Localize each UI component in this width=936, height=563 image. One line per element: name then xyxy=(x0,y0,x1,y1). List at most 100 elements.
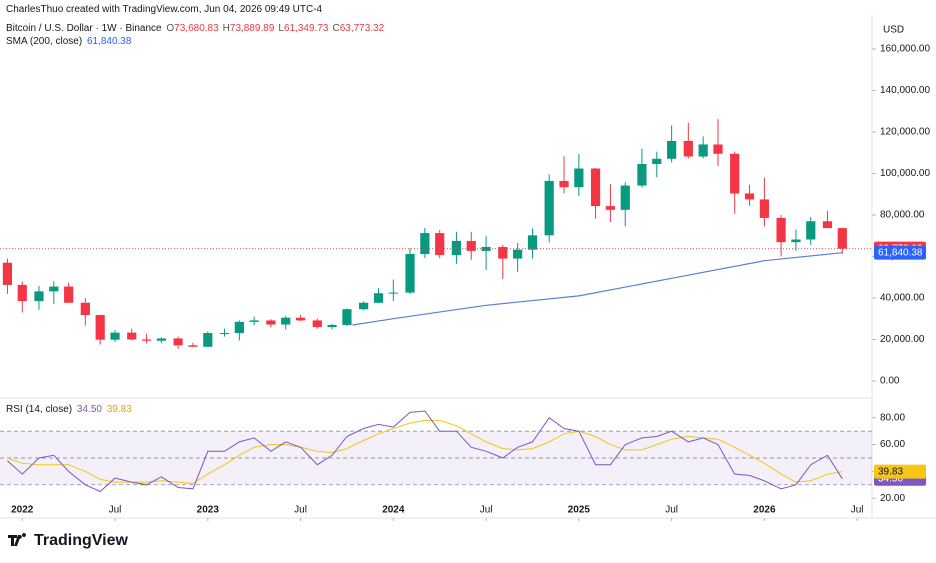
candle-body xyxy=(590,168,601,207)
candle-body xyxy=(698,144,708,157)
y-tick-label: 160,000.00 xyxy=(880,44,930,55)
x-tick-label: 2023 xyxy=(197,505,220,516)
candle-body xyxy=(388,292,398,294)
candle-body xyxy=(559,180,569,188)
candle-body xyxy=(620,185,630,210)
x-tick-label: Jul xyxy=(851,505,864,516)
ohlc-value: 61,349.73 xyxy=(283,23,329,34)
candle-body xyxy=(791,239,801,243)
x-tick-label: 2022 xyxy=(11,505,34,516)
candle-body xyxy=(435,233,445,256)
price-tag-label: 39.83 xyxy=(878,466,903,477)
candle-body xyxy=(822,221,833,229)
sma-line xyxy=(352,252,843,326)
candle-body xyxy=(110,332,120,340)
x-tick-label: 2025 xyxy=(568,505,591,516)
candle-body xyxy=(49,286,59,292)
candle-body xyxy=(34,291,44,302)
rsi-value: 34.50 xyxy=(76,404,102,415)
rsi-ma-value: 39.83 xyxy=(106,404,132,415)
ohlc-key: O xyxy=(166,23,175,34)
candle-body xyxy=(173,338,183,346)
y-tick-label: 0.00 xyxy=(880,376,900,387)
candle-body xyxy=(188,345,198,347)
candle-body xyxy=(312,320,322,328)
sma-value: 61,840.38 xyxy=(86,36,132,47)
candle-body xyxy=(730,153,740,194)
candle-body xyxy=(127,332,137,340)
candle-body xyxy=(373,293,384,303)
y-tick-label: 80.00 xyxy=(880,412,905,423)
price-tag xyxy=(874,245,926,260)
x-tick-label: Jul xyxy=(294,505,307,516)
candle-body xyxy=(2,262,13,285)
ohlc-key: C xyxy=(332,23,340,34)
candle-body xyxy=(80,302,90,316)
candle-body xyxy=(17,284,27,302)
price-tag-label: 34.50 xyxy=(878,473,903,484)
ohlc: O73,680.83 H73,889.89 L61,349.73 C63,773.32 xyxy=(166,23,388,34)
x-tick-label: Jul xyxy=(480,505,493,516)
x-tick-label: Jul xyxy=(665,505,678,516)
ohlc-key: L xyxy=(278,23,284,34)
candle-body xyxy=(281,317,291,325)
candle-body xyxy=(359,302,369,310)
price-tag xyxy=(874,464,926,479)
price-tag-label: 61,840.38 xyxy=(878,247,923,258)
candle-body xyxy=(342,309,352,325)
candle-body xyxy=(156,338,167,341)
attribution: CharlesThuo created with TradingView.com… xyxy=(6,4,323,15)
ohlc-value: 73,680.83 xyxy=(174,23,219,34)
symbol-line: Bitcoin / U.S. Dollar · 1W · Binance O73… xyxy=(6,23,390,34)
y-tick-label: 120,000.00 xyxy=(880,127,930,138)
sma-legend: SMA (200, close) 61,840.38 xyxy=(6,36,133,47)
symbol: Bitcoin / U.S. Dollar · 1W · Binance xyxy=(6,23,162,34)
y-tick-label: 40,000.00 xyxy=(880,293,925,304)
candle-body xyxy=(652,158,662,164)
candle-body xyxy=(203,333,213,347)
candle-body xyxy=(266,320,276,325)
y-tick-label: 80,000.00 xyxy=(880,210,925,221)
candle-body xyxy=(574,168,584,188)
candle-body xyxy=(637,163,647,186)
candle-body xyxy=(295,317,306,321)
candle-body xyxy=(95,315,105,340)
candle-body xyxy=(249,320,259,322)
y-tick-label: 60.00 xyxy=(880,439,905,450)
x-tick-label: 2026 xyxy=(753,505,776,516)
logo-text: TradingView xyxy=(34,532,129,549)
candle-body xyxy=(498,246,508,259)
y-tick-label: 140,000.00 xyxy=(880,85,930,96)
candle-body xyxy=(527,235,538,250)
rsi-line xyxy=(7,410,843,493)
candle-body xyxy=(219,333,230,335)
candle-body xyxy=(713,144,723,154)
y-tick-label: 20,000.00 xyxy=(880,334,925,345)
sma-name: SMA (200, close) xyxy=(6,36,83,47)
candle-body xyxy=(806,221,816,240)
ohlc-value: 73,889.89 xyxy=(229,23,275,34)
y-tick-label: 20.00 xyxy=(880,493,905,504)
x-tick-label: 2024 xyxy=(382,505,405,516)
ohlc-value: 63,773.32 xyxy=(339,23,385,34)
candle-body xyxy=(744,193,755,200)
x-tick-label: Jul xyxy=(109,505,122,516)
candle-body xyxy=(683,140,693,157)
candle-body xyxy=(759,199,769,218)
candle-body xyxy=(420,233,430,255)
candle-body xyxy=(776,217,786,243)
candle-body xyxy=(405,254,415,293)
candle-body xyxy=(667,140,677,159)
candle-body xyxy=(544,180,554,236)
currency-label: USD xyxy=(883,25,904,36)
candle-body xyxy=(64,286,74,303)
logo-icon xyxy=(8,533,26,546)
y-tick-label: 100,000.00 xyxy=(880,168,930,179)
ohlc-key: H xyxy=(222,23,230,34)
candle-body xyxy=(327,324,337,328)
candle-body xyxy=(837,228,847,249)
candle-body xyxy=(451,240,462,256)
rsi-legend: RSI (14, close) 34.50 39.83 xyxy=(6,404,134,415)
